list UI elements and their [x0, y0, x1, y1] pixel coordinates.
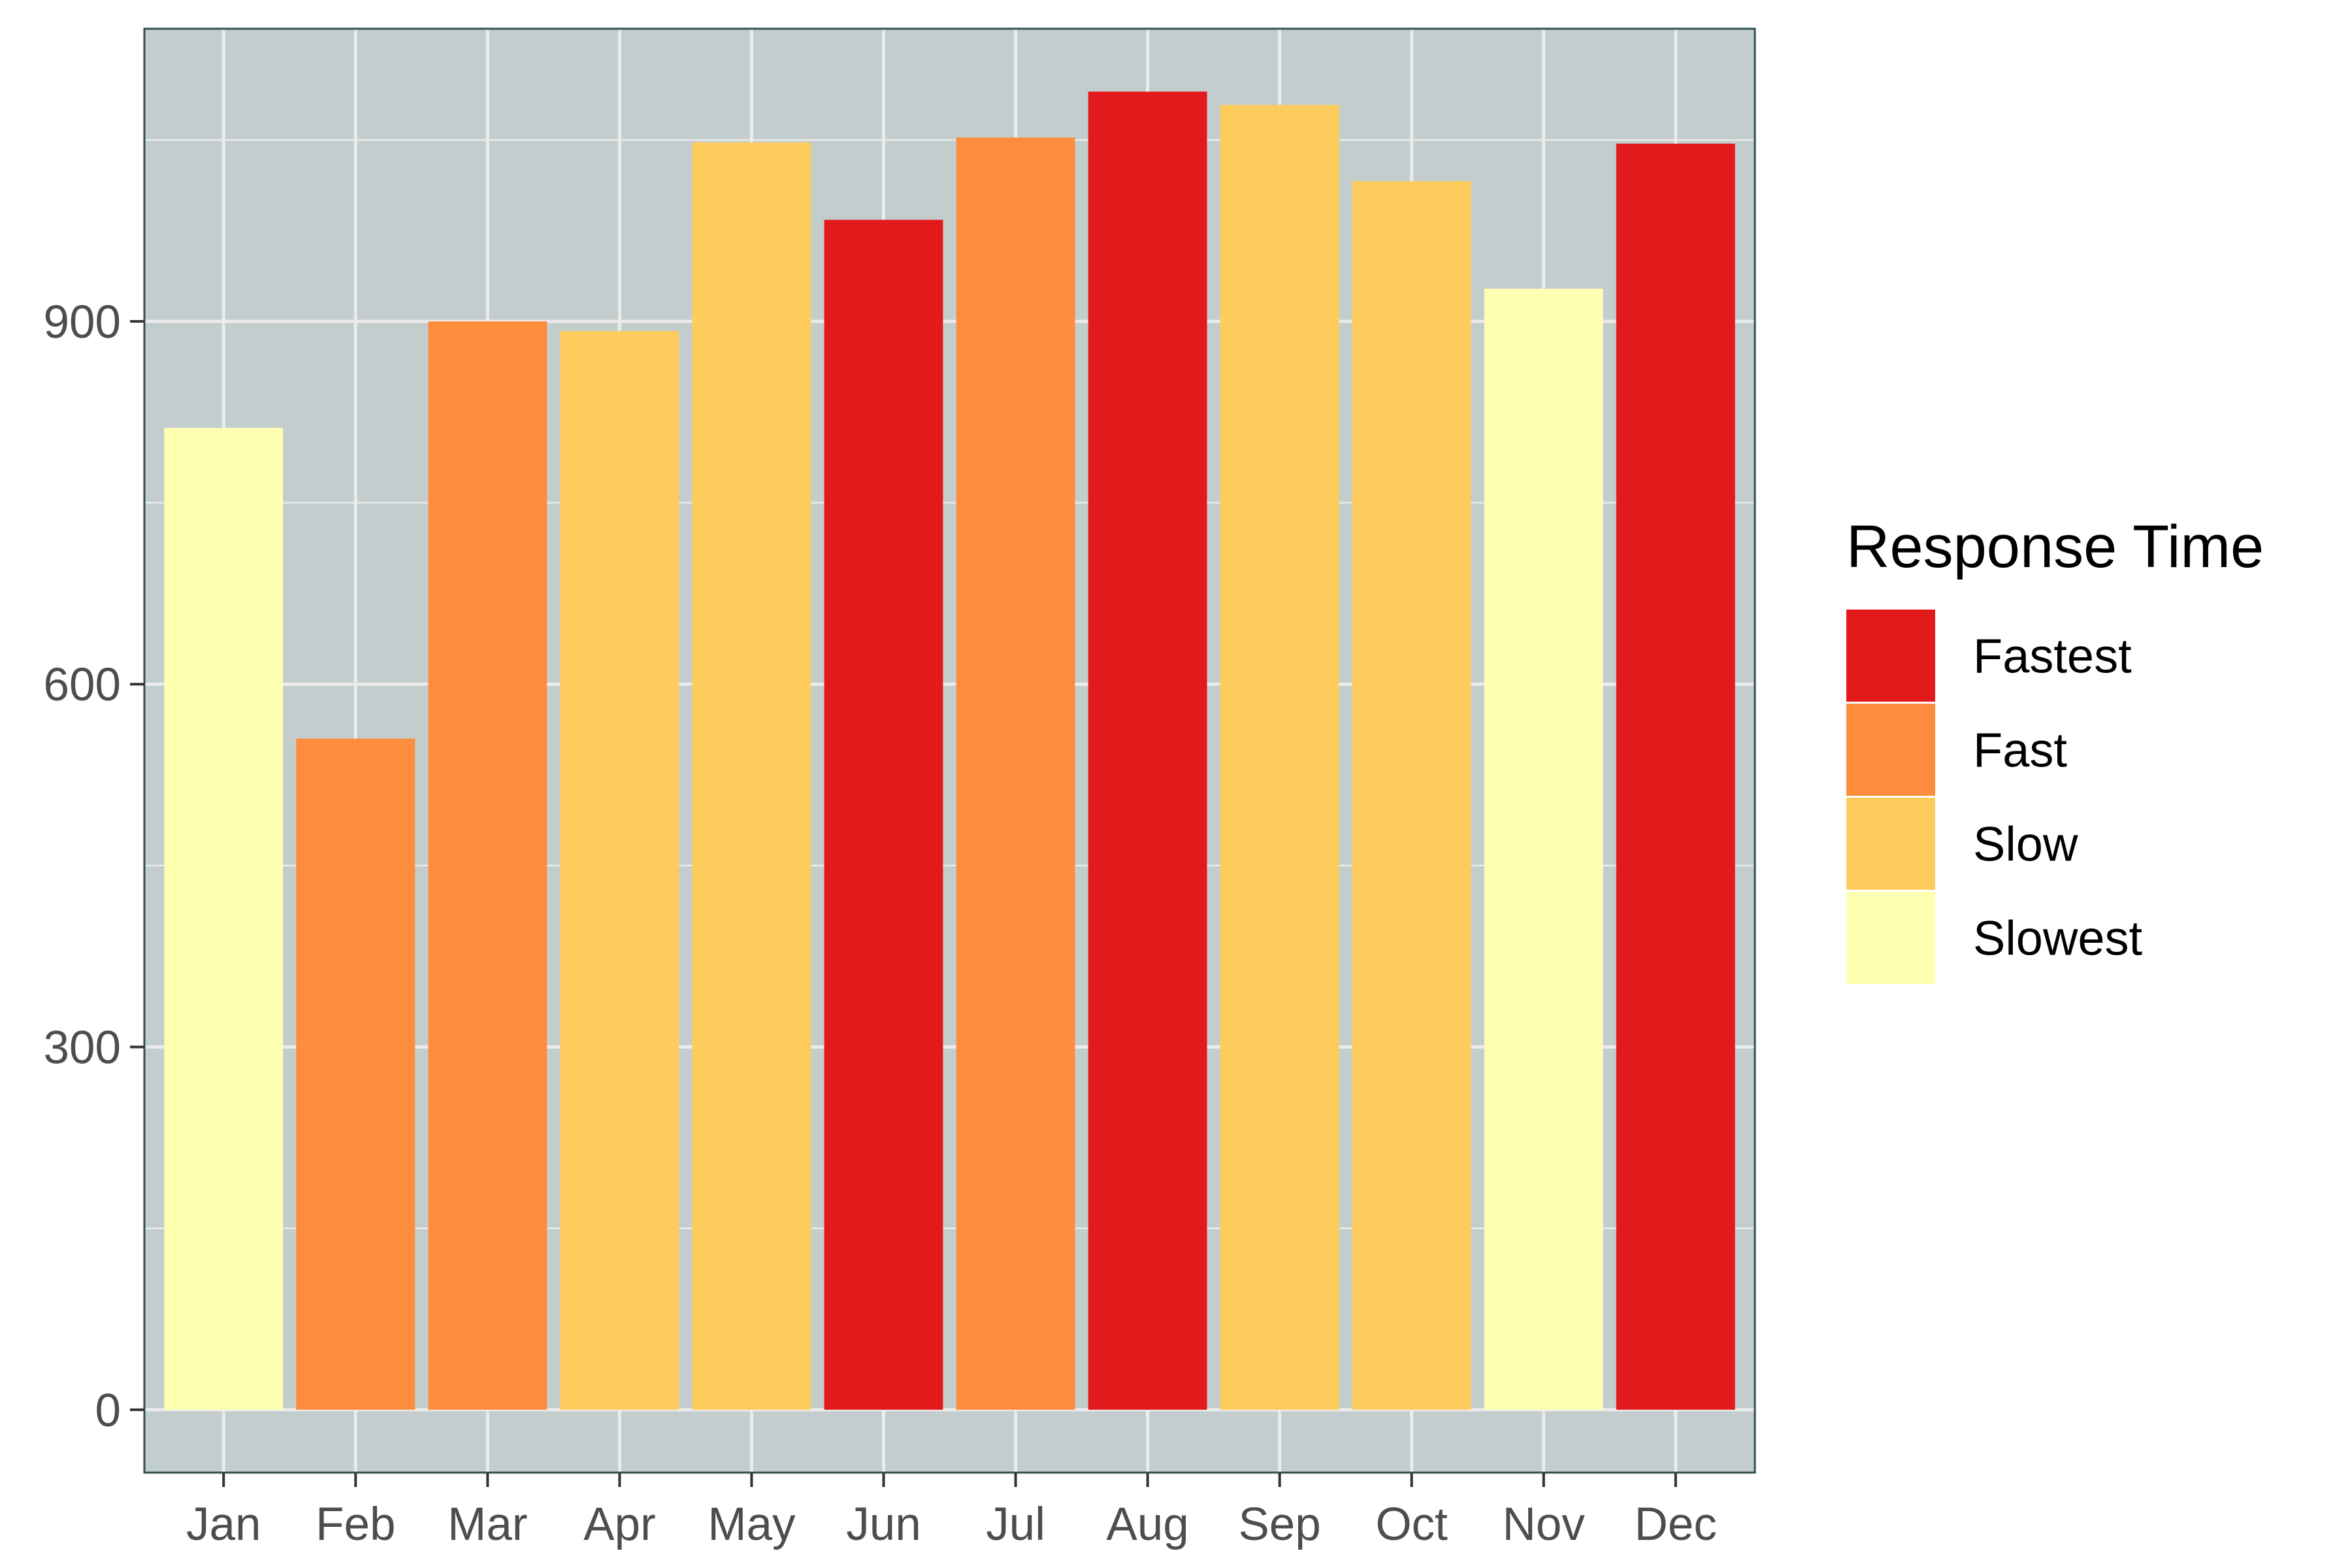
legend-label: Slow	[1973, 817, 2078, 872]
legend-key-slowest	[1846, 892, 1935, 984]
x-tick-label: Oct	[1375, 1499, 1448, 1550]
x-tick-label: Jan	[186, 1499, 261, 1550]
x-tick-label: Feb	[316, 1499, 395, 1550]
legend-label: Fastest	[1973, 629, 2132, 683]
bar-jul	[956, 137, 1075, 1410]
x-tick-label: Sep	[1238, 1499, 1320, 1550]
bar-jun	[824, 220, 943, 1410]
bars	[164, 91, 1735, 1410]
bar-oct	[1352, 181, 1471, 1410]
legend-key-fastest	[1846, 610, 1935, 702]
bar-jan	[164, 427, 284, 1410]
x-tick-label: Jun	[846, 1499, 921, 1550]
legend-keys: Fastest Fast Slow Slowest	[1846, 610, 2143, 984]
x-tick-label: May	[708, 1499, 796, 1550]
legend-title: Response Time	[1846, 514, 2264, 580]
x-tick-label: Aug	[1106, 1499, 1188, 1550]
bar-feb	[296, 738, 416, 1410]
y-tick-label: 900	[44, 297, 121, 348]
bar-sep	[1220, 105, 1339, 1410]
y-tick-label: 300	[44, 1022, 121, 1073]
x-tick-label: Jul	[986, 1499, 1045, 1550]
legend-label: Fast	[1973, 723, 2067, 777]
legend-key-slow	[1846, 798, 1935, 890]
legend: Response Time Fastest Fast Slow Slowest	[1846, 514, 2264, 984]
bar-may	[692, 142, 811, 1410]
bar-apr	[560, 331, 679, 1410]
bar-aug	[1088, 91, 1207, 1410]
x-tick-label: Apr	[583, 1499, 656, 1550]
x-axis: Jan Feb Mar Apr May Jun Jul Aug Sep Oct Nov Dec	[186, 1473, 1717, 1550]
x-tick-label: Nov	[1503, 1499, 1586, 1550]
y-tick-label: 0	[95, 1385, 122, 1437]
bar-nov	[1484, 288, 1603, 1410]
plot-panel-border	[143, 27, 1756, 1474]
legend-label: Slowest	[1973, 911, 2143, 966]
x-tick-label: Mar	[448, 1499, 527, 1550]
legend-key-fast	[1846, 704, 1935, 796]
x-tick-label: Dec	[1635, 1499, 1717, 1550]
bar-dec	[1616, 143, 1735, 1410]
bar-mar	[428, 321, 547, 1410]
y-tick-label: 600	[44, 659, 121, 711]
y-axis: 0 300 600 900	[44, 297, 144, 1437]
